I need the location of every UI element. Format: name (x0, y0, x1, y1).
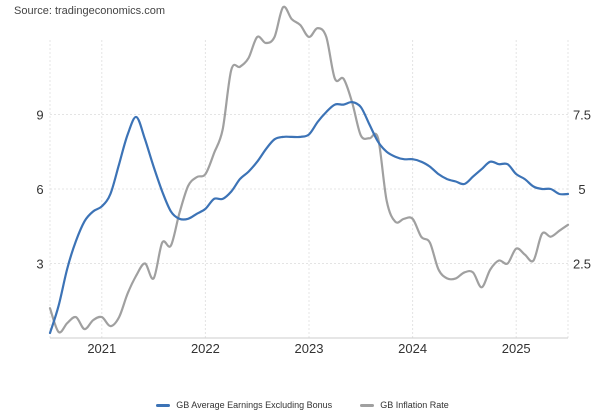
y-right-tick-label: 7.5 (573, 108, 591, 123)
source-label: Source: tradingeconomics.com (14, 5, 166, 17)
legend-item-earnings[interactable]: GB Average Earnings Excluding Bonus (156, 398, 332, 412)
x-tick-label: 2021 (87, 341, 116, 356)
legend-swatch-earnings (156, 403, 171, 407)
x-tick-label: 2024 (398, 341, 427, 356)
x-tick-label: 2022 (191, 341, 220, 356)
y-right-tick-label: 5 (578, 182, 585, 197)
legend-label-inflation: GB Inflation Rate (380, 400, 449, 410)
y-left-tick-label: 6 (36, 182, 43, 197)
series-line-inflation (48, 5, 570, 334)
legend-label-earnings: GB Average Earnings Excluding Bonus (176, 400, 333, 410)
axes: 2021 2022 2023 2024 2025 3 6 9 2.5 5 7.5 (36, 108, 591, 357)
legend: GB Average Earnings Excluding Bonus GB I… (0, 398, 605, 412)
x-tick-label: 2023 (295, 341, 324, 356)
series-lines (48, 5, 570, 335)
series-line-earnings (48, 100, 570, 335)
legend-swatch-inflation (360, 403, 375, 407)
x-tick-label: 2025 (502, 341, 531, 356)
y-left-tick-label: 9 (36, 108, 43, 123)
legend-item-inflation[interactable]: GB Inflation Rate (360, 398, 449, 412)
grid (49, 40, 569, 339)
y-left-tick-label: 3 (36, 257, 43, 272)
y-right-tick-label: 2.5 (573, 257, 591, 272)
